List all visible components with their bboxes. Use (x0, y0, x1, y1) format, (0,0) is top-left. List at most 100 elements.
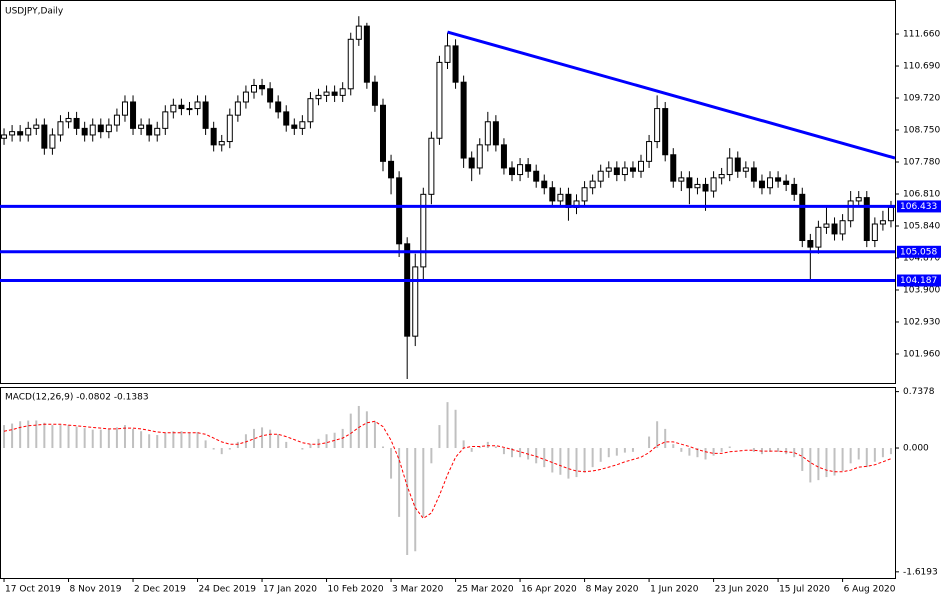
candle-body (121, 101, 128, 116)
candle-body (89, 124, 96, 136)
candle-body (525, 164, 532, 172)
candle-body (178, 104, 185, 110)
x-tick-label: 6 Aug 2020 (844, 585, 896, 595)
x-tick-label: 10 Feb 2020 (328, 585, 384, 595)
candle-body (105, 124, 112, 133)
price-panel-frame (0, 0, 896, 384)
candle-body (476, 144, 483, 169)
candle-body (412, 266, 419, 337)
candle-body (863, 197, 870, 242)
y-tick-label: 111.660 (903, 30, 940, 40)
candle-body (767, 177, 774, 189)
candle-body (509, 167, 516, 176)
candle-body (468, 157, 475, 169)
candle-body (629, 167, 636, 172)
candle-body (234, 101, 241, 116)
candle-body (783, 180, 790, 185)
candle-body (33, 124, 40, 129)
candle-body (484, 121, 491, 146)
candle-body (339, 88, 346, 96)
candle-body (17, 131, 24, 136)
candle-body (130, 101, 137, 129)
candle-body (146, 124, 153, 136)
x-tick-label: 24 Dec 2019 (199, 585, 257, 595)
candle-body (831, 223, 838, 235)
y-tick-label: 110.690 (903, 62, 940, 72)
candle-body (533, 170, 540, 182)
candle-body (404, 243, 411, 337)
candle-body (758, 180, 765, 189)
candle-body (97, 124, 104, 133)
candle-body (371, 81, 378, 106)
candle-body (267, 88, 274, 103)
candle-body (170, 104, 177, 113)
candle-body (355, 25, 362, 40)
candle-body (250, 84, 257, 93)
trendline (447, 30, 896, 160)
x-tick-label: 8 Nov 2019 (70, 585, 122, 595)
macd-title: MACD(12,26,9) -0.0802 -0.1383 (5, 393, 149, 403)
candle-body (646, 141, 653, 162)
candle-body (742, 167, 749, 172)
y-tick-label: 107.780 (903, 158, 940, 168)
candle-body (750, 167, 757, 182)
candle-body (73, 117, 80, 129)
candle-body (307, 98, 314, 123)
candle-body (662, 108, 669, 156)
y-tick-label: 109.720 (903, 94, 940, 104)
chart-title: USDJPY,Daily (5, 7, 64, 17)
candle-body (1, 134, 8, 139)
candle-body (791, 183, 798, 195)
x-tick-label: 15 Jul 2020 (779, 585, 830, 595)
candle-body (242, 91, 249, 103)
candle-body (65, 117, 72, 123)
x-tick-label: 1 Jun 2020 (650, 585, 699, 595)
candle-body (718, 174, 725, 179)
y-tick-label: 0.7378 (903, 387, 935, 397)
y-tick-label: 101.960 (903, 349, 940, 359)
candle-body (686, 177, 693, 189)
x-tick-label: 16 Apr 2020 (521, 585, 577, 595)
x-tick-label: 2 Dec 2019 (134, 585, 186, 595)
candle-body (259, 84, 266, 90)
macd-panel-frame (0, 387, 896, 579)
candle-body (799, 193, 806, 242)
candle-body (678, 177, 685, 182)
candle-body (807, 240, 814, 248)
candle-body (549, 187, 556, 202)
candle-body (347, 38, 354, 90)
candle-body (887, 207, 894, 222)
candle-body (57, 121, 64, 136)
candle-body (218, 141, 225, 146)
y-tick-label: 103.900 (903, 285, 940, 295)
candle-body (871, 223, 878, 242)
candle-body (839, 220, 846, 235)
y-tick-label: 0.000 (903, 444, 929, 454)
candle-body (775, 177, 782, 182)
candle-body (605, 167, 612, 172)
candle-body (517, 164, 524, 176)
y-tick-label: 106.810 (903, 190, 940, 200)
candle-body (226, 114, 233, 143)
candle-body (589, 180, 596, 189)
candle-body (396, 177, 403, 245)
candle-body (815, 226, 822, 248)
y-tick-label: 104.870 (903, 253, 940, 263)
candle-body (710, 177, 717, 192)
candle-body (299, 121, 306, 129)
y-tick-label: 102.930 (903, 317, 940, 327)
candle-body (202, 101, 209, 129)
candle-body (492, 121, 499, 146)
candle-body (162, 111, 169, 129)
candle-body (460, 81, 467, 159)
candle-body (702, 183, 709, 192)
candle-body (388, 160, 395, 179)
candle-body (315, 94, 322, 100)
candle-body (557, 193, 564, 202)
candle-body (734, 157, 741, 172)
candle-body (331, 91, 338, 96)
level-tag (897, 200, 941, 213)
x-tick-label: 3 Mar 2020 (392, 585, 444, 595)
